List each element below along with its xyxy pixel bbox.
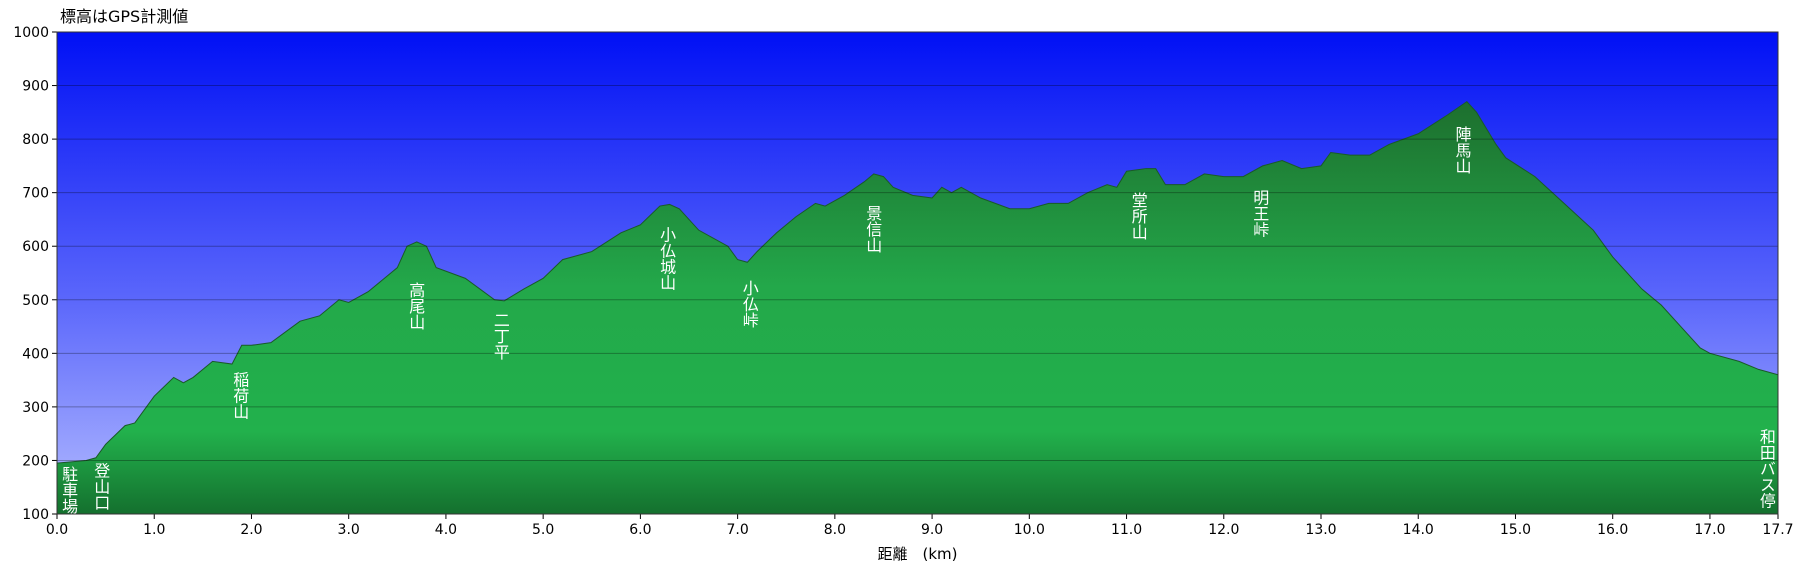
y-tick-label: 200 bbox=[22, 453, 49, 469]
y-tick-label: 900 bbox=[22, 79, 49, 95]
place-label: 稲荷山 bbox=[230, 372, 249, 420]
y-tick-label: 300 bbox=[22, 400, 49, 416]
place-label: 景信山 bbox=[863, 205, 882, 253]
x-tick-label: 3.0 bbox=[338, 522, 360, 538]
y-tick-label: 600 bbox=[22, 239, 49, 255]
place-label: 高尾山 bbox=[406, 282, 425, 330]
x-tick-label: 17.7 bbox=[1762, 522, 1793, 538]
x-tick-label: 4.0 bbox=[435, 522, 457, 538]
place-label: 駐車場 bbox=[59, 466, 78, 515]
x-tick-label: 0.0 bbox=[46, 522, 68, 538]
place-label: 和田バス停 bbox=[1757, 428, 1776, 509]
place-label: 二丁平 bbox=[491, 312, 510, 360]
x-tick-label: 5.0 bbox=[532, 522, 554, 538]
place-label: 陣馬山 bbox=[1452, 126, 1471, 174]
x-tick-label: 1.0 bbox=[143, 522, 165, 538]
elevation-area bbox=[56, 100, 1779, 515]
place-label: 小仏城山 bbox=[657, 226, 676, 290]
place-label: 明王峠 bbox=[1250, 189, 1269, 237]
x-tick-label: 14.0 bbox=[1403, 522, 1434, 538]
x-tick-label: 17.0 bbox=[1694, 522, 1725, 538]
x-tick-label: 13.0 bbox=[1305, 522, 1336, 538]
place-label: 堂所山 bbox=[1129, 192, 1148, 240]
y-tick-label: 500 bbox=[22, 293, 49, 309]
x-tick-label: 11.0 bbox=[1111, 522, 1142, 538]
x-tick-label: 2.0 bbox=[240, 522, 262, 538]
x-tick-label: 7.0 bbox=[726, 522, 748, 538]
chart-title: 標高はGPS計測値 bbox=[60, 7, 188, 26]
place-label: 登山口 bbox=[91, 463, 110, 511]
x-tick-label: 8.0 bbox=[824, 522, 846, 538]
y-tick-label: 100 bbox=[22, 507, 49, 523]
place-label: 小仏峠 bbox=[740, 280, 759, 328]
x-axis-label: 距離 (km) bbox=[877, 545, 957, 563]
plot-frame bbox=[56, 31, 1779, 515]
x-tick-label: 15.0 bbox=[1500, 522, 1531, 538]
y-tick-label: 400 bbox=[22, 346, 49, 362]
x-tick-label: 9.0 bbox=[921, 522, 943, 538]
y-tick-label: 800 bbox=[22, 132, 49, 148]
x-tick-label: 10.0 bbox=[1014, 522, 1045, 538]
x-tick-label: 6.0 bbox=[629, 522, 651, 538]
x-tick-label: 16.0 bbox=[1597, 522, 1628, 538]
y-tick-label: 700 bbox=[22, 186, 49, 202]
y-tick-label: 1000 bbox=[13, 25, 49, 41]
x-tick-label: 12.0 bbox=[1208, 522, 1239, 538]
